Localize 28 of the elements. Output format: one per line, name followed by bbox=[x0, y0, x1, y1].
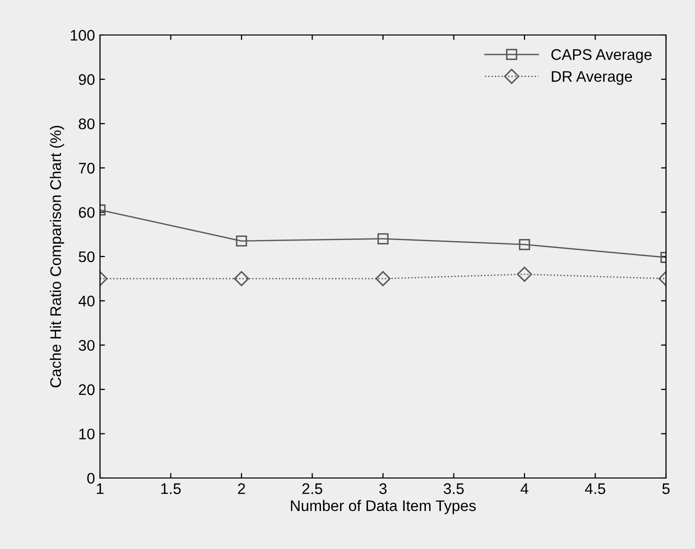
y-axis-title: Cache Hit Ratio Comparison Chart (%) bbox=[50, 126, 64, 388]
x-tick-label: 3 bbox=[379, 483, 387, 494]
y-tick-label: 20 bbox=[78, 384, 95, 396]
y-tick-label: 70 bbox=[78, 162, 95, 174]
point bbox=[375, 271, 391, 286]
x-tick-label: 1.5 bbox=[161, 483, 181, 494]
y-tick-label: 50 bbox=[78, 251, 95, 262]
y-tick-label: 90 bbox=[78, 74, 95, 85]
y-tick-label: 0 bbox=[87, 472, 95, 484]
x-tick-label: 3.5 bbox=[444, 483, 464, 494]
x-tick-label: 4.5 bbox=[584, 483, 606, 494]
y-tick-label: 100 bbox=[70, 30, 95, 41]
point bbox=[516, 266, 532, 282]
y-tick-label: 10 bbox=[79, 428, 95, 440]
y-tick-label: 40 bbox=[78, 296, 95, 306]
x-tick-label: 5 bbox=[662, 483, 670, 494]
x-axis-title: Number of Data Item Types bbox=[290, 500, 476, 514]
legend-label: CAPS Average bbox=[551, 49, 652, 63]
x-tick-label: 2 bbox=[238, 483, 245, 494]
x-tick-label: 1 bbox=[96, 483, 104, 494]
point bbox=[377, 233, 389, 244]
x-tick-label: 4 bbox=[520, 483, 528, 494]
y-tick-label: 60 bbox=[78, 207, 95, 218]
x-tick-label: 2.5 bbox=[302, 483, 322, 494]
y-tick-label: 80 bbox=[78, 118, 95, 130]
legend-label: DR Average bbox=[552, 71, 632, 85]
point bbox=[518, 238, 530, 250]
y-tick-label: 30 bbox=[78, 340, 95, 351]
